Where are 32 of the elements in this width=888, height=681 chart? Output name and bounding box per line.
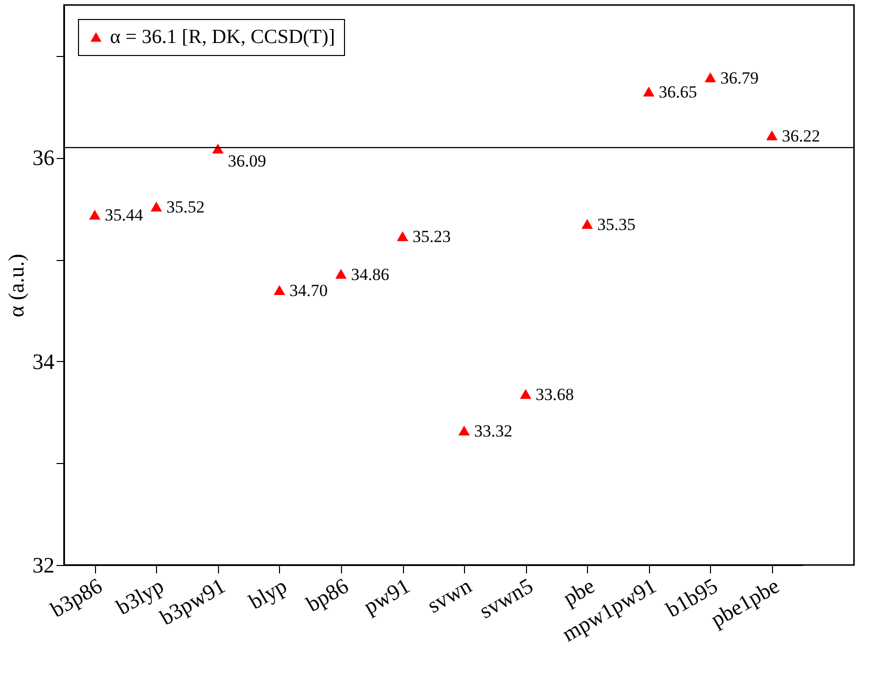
- text: 34.86: [350, 264, 390, 284]
- text: 33.32: [474, 422, 512, 441]
- text: 34.70: [289, 281, 328, 300]
- text: 35.52: [166, 198, 205, 217]
- point: [150, 202, 162, 212]
- point: [520, 389, 532, 399]
- x-tick-label: bp86: [302, 572, 352, 617]
- point: [274, 285, 286, 296]
- y-tick-label: 34: [32, 348, 54, 374]
- text: 36.22: [782, 126, 820, 146]
- x-tick-label: blyp: [244, 572, 291, 614]
- point: [766, 130, 778, 140]
- point: [396, 231, 408, 242]
- point: [643, 86, 654, 96]
- x-tick-label: svwn: [422, 572, 476, 618]
- text: 36.09: [228, 152, 266, 171]
- y-tick-label: 32: [32, 552, 54, 578]
- text: 36.65: [658, 82, 698, 102]
- point: [212, 144, 224, 154]
- point: [335, 268, 347, 279]
- point: [89, 210, 100, 220]
- point: [704, 72, 716, 82]
- point: [582, 218, 593, 229]
- y-tick-label: 36: [32, 145, 54, 170]
- text: 35.23: [412, 227, 451, 246]
- y-axis-title: α (a.u.): [4, 254, 28, 318]
- text: 36.79: [720, 68, 759, 88]
- text: 35.44: [104, 206, 144, 225]
- text: 33.68: [536, 384, 574, 404]
- legend-label: α = 36.1 [R, DK, CCSD(T)]: [110, 26, 336, 48]
- point: [458, 426, 470, 436]
- text: 35.35: [597, 214, 636, 234]
